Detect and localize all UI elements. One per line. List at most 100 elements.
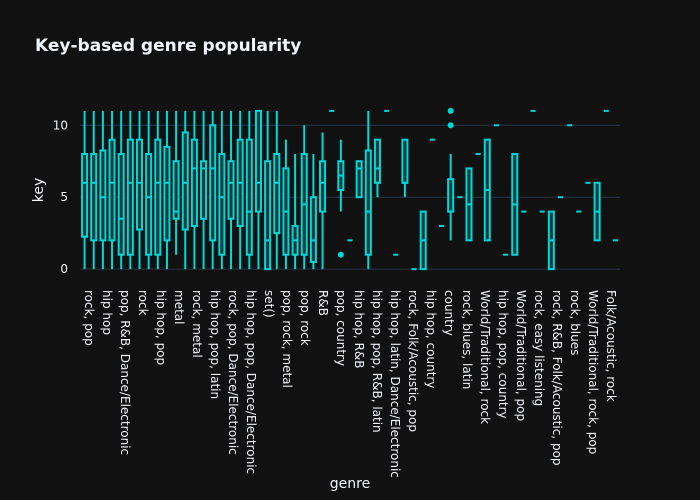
box-9	[163, 110, 171, 270]
box-body	[126, 138, 134, 256]
x-tick-label: hip hop, pop, Dance/Electronic	[244, 290, 258, 474]
box-body	[200, 160, 208, 220]
box-body	[373, 138, 381, 184]
chart-title: Key-based genre popularity	[35, 36, 301, 56]
box-40	[447, 107, 455, 241]
x-tick-label: pop, country	[334, 290, 348, 366]
x-tick-label: rock	[136, 290, 150, 316]
box-10	[172, 110, 180, 255]
x-tick-label: rock, metal	[190, 290, 204, 358]
x-tick-label: World/Traditional, rock	[478, 290, 492, 424]
box-body	[99, 149, 107, 242]
x-tick-label: set()	[262, 290, 276, 318]
x-tick-label: World/Traditional, pop	[514, 290, 528, 421]
box-31	[364, 110, 372, 270]
box-28	[337, 139, 345, 258]
box-body	[145, 153, 153, 256]
box-body	[117, 153, 125, 256]
box-35	[401, 138, 409, 198]
x-axis-title: genre	[330, 476, 370, 492]
box-body	[447, 178, 455, 213]
x-tick-label: hip hop, pop, latin	[208, 290, 222, 399]
box-24	[300, 125, 308, 270]
box-body	[264, 160, 272, 271]
box-7	[145, 110, 153, 270]
box-body	[273, 153, 281, 235]
box-23	[291, 154, 299, 270]
box-body	[81, 153, 89, 238]
x-tick-label: hip hop, pop	[154, 290, 168, 365]
x-tick-label: hip hop, R&B	[352, 290, 366, 369]
box-2	[99, 110, 107, 270]
x-tick-label: Folk/Acoustic, rock	[604, 290, 618, 402]
x-tick-label: hip hop, country	[424, 290, 438, 388]
x-tick-label: metal	[172, 290, 186, 324]
box-15	[218, 110, 226, 270]
box-8	[154, 110, 162, 270]
x-tick-label: rock, Folk/Acoustic, pop	[406, 290, 420, 432]
box-body	[181, 131, 189, 231]
x-tick-label: rock, R&B, Folk/Acoustic, pop	[550, 290, 564, 466]
box-25	[309, 154, 317, 270]
box-26	[319, 132, 327, 270]
box-19	[254, 109, 262, 270]
outlier-point	[447, 107, 454, 114]
box-37	[419, 210, 427, 271]
outlier-point	[337, 251, 344, 258]
x-tick-label: rock, blues	[568, 290, 582, 355]
box-32	[373, 138, 381, 198]
box-body	[401, 138, 409, 184]
box-body	[163, 145, 171, 242]
box-body	[190, 138, 198, 227]
box-56	[593, 181, 601, 242]
box-body	[227, 160, 235, 220]
x-tick-label: rock, blues, latin	[460, 290, 474, 389]
box-4	[117, 110, 125, 270]
box-14	[209, 110, 217, 270]
box-21	[273, 110, 281, 270]
box-body	[355, 160, 363, 199]
x-tick-label: hip hop, pop, country	[496, 290, 510, 419]
box-18	[245, 110, 253, 270]
x-tick-label: country	[442, 290, 456, 336]
box-20	[264, 110, 272, 271]
box-plots	[81, 107, 618, 271]
x-tick-labels: rock, pop hip hop pop, R&B, Dance/Electron…	[82, 290, 618, 478]
x-tick-label: pop, rock, metal	[280, 290, 294, 388]
box-body	[309, 196, 317, 263]
box-17	[236, 110, 244, 270]
box-51	[547, 210, 555, 271]
box-body	[135, 138, 144, 231]
y-axis-title: key	[31, 178, 47, 203]
box-22	[282, 139, 290, 270]
y-tick-labels: 0 5 10	[53, 118, 68, 276]
box-body	[218, 153, 226, 256]
x-tick-label: rock, pop, Dance/Electronic	[226, 290, 240, 455]
x-tick-label: R&B	[316, 290, 330, 316]
x-tick-label: World/Traditional, rock, pop	[586, 290, 600, 454]
box-5	[126, 110, 134, 270]
box-0	[81, 110, 89, 270]
box-3	[108, 110, 116, 270]
y-tick-label: 0	[60, 262, 68, 276]
x-tick-label: hip hop, pop, R&B, latin	[370, 290, 384, 433]
x-tick-label: pop, R&B, Dance/Electronic	[118, 290, 132, 455]
box-47	[511, 153, 519, 256]
box-body	[90, 153, 98, 242]
x-tick-label: rock, pop	[82, 290, 96, 346]
box-6	[135, 110, 144, 270]
box-13	[200, 110, 208, 270]
y-tick-label: 10	[53, 118, 68, 132]
box-16	[227, 110, 235, 270]
box-body	[154, 138, 162, 256]
x-tick-label: rock, easy listening	[532, 290, 546, 406]
outlier-point	[447, 122, 454, 129]
box-body	[364, 149, 372, 256]
box-body	[172, 160, 180, 220]
x-tick-label: hip hop, latin, Dance/Electronic	[388, 290, 402, 478]
box-30	[355, 160, 363, 199]
box-body	[319, 160, 327, 213]
box-12	[190, 110, 198, 270]
